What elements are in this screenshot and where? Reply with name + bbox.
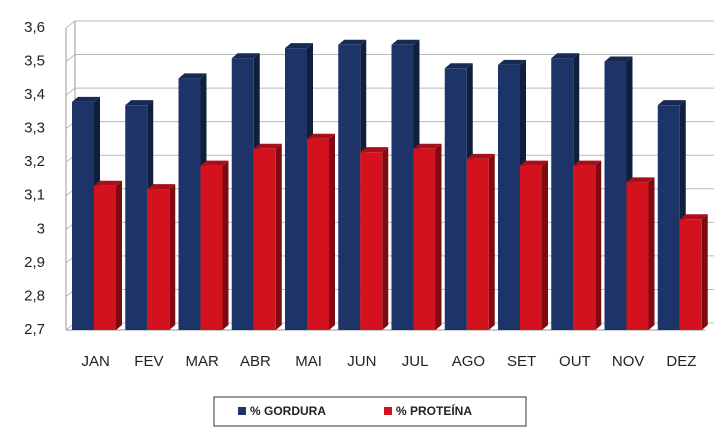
y-tick-label: 3,4 [24, 86, 45, 103]
bar [253, 148, 276, 330]
bar-top [498, 59, 526, 65]
bar [338, 44, 361, 331]
bar-side [382, 147, 389, 330]
bar [444, 68, 467, 331]
bar-top [413, 143, 442, 149]
y-tick-label: 3,5 [24, 53, 45, 70]
bar [466, 158, 489, 330]
bar [657, 105, 680, 330]
bar-side [329, 133, 335, 330]
bar [573, 165, 596, 330]
bar-top [573, 160, 602, 166]
y-tick-label: 3,6 [24, 19, 45, 36]
bar [551, 58, 574, 330]
bar-top [285, 43, 313, 49]
legend-label: % PROTEÍNA [396, 403, 472, 418]
bar-side [435, 143, 442, 330]
bar-top [466, 153, 495, 159]
x-tick-label: DEZ [666, 353, 696, 370]
bar-top [520, 160, 548, 166]
y-tick-label: 3,3 [24, 120, 45, 137]
x-tick-label: JAN [81, 353, 109, 370]
x-tick-label: MAR [185, 353, 219, 370]
y-tick-label: 3,2 [24, 153, 45, 170]
x-tick-label: AGO [452, 353, 485, 370]
bar [626, 182, 649, 330]
bar-top [94, 180, 122, 186]
bar-top [253, 143, 282, 149]
bar-top [231, 53, 260, 59]
bar-top [360, 147, 389, 153]
x-tick-label: NOV [612, 353, 645, 370]
x-tick-label: SET [507, 353, 536, 370]
legend-swatch [384, 407, 392, 415]
bar [360, 152, 383, 330]
bar [391, 44, 414, 331]
bar-top [200, 160, 229, 166]
bar [520, 165, 542, 330]
bar-side [701, 214, 708, 330]
bar-top [391, 39, 420, 45]
x-tick-label: OUT [559, 353, 591, 370]
bar-side [542, 160, 548, 330]
bar-top [72, 96, 100, 102]
bar-top [147, 184, 176, 190]
bar-side [648, 177, 655, 330]
bar-side [595, 160, 602, 330]
bar-top [551, 53, 580, 59]
bar [178, 78, 201, 330]
y-tick-label: 2,8 [24, 287, 45, 304]
bar-side [169, 184, 176, 330]
bar [147, 189, 170, 330]
x-tick-label: JUL [402, 353, 429, 370]
x-tick-label: FEV [134, 353, 163, 370]
bar-side [275, 143, 282, 330]
x-tick-label: JUN [347, 353, 376, 370]
bar-top [444, 63, 473, 69]
bar-side [222, 160, 229, 330]
y-tick-label: 3,1 [24, 187, 45, 204]
bar [307, 138, 329, 330]
y-tick-label: 3 [37, 220, 45, 237]
x-tick-label: MAI [295, 353, 322, 370]
x-tick-label: ABR [240, 353, 271, 370]
bar [285, 48, 307, 331]
bar [413, 148, 436, 330]
bar-side [488, 153, 495, 330]
legend-label: % GORDURA [250, 404, 326, 418]
bar [94, 185, 116, 330]
bar-top [307, 133, 335, 139]
legend-swatch [238, 407, 246, 415]
bar [498, 64, 520, 331]
bar [604, 61, 627, 331]
bars: JAN FEV MAR ABR MAI JUN JUL AGO SET OUT NOV DEZ [72, 39, 708, 370]
bar [72, 101, 94, 330]
bar-top [626, 177, 655, 183]
bar [125, 105, 148, 330]
y-tick-label: 2,9 [24, 254, 45, 271]
bar [200, 165, 223, 330]
grid-line [65, 20, 714, 29]
y-tick-label: 2,7 [24, 321, 45, 338]
bar-side [116, 180, 122, 330]
bar-top [338, 39, 367, 45]
bar-top [125, 100, 154, 106]
bar [679, 219, 702, 330]
bar [231, 58, 254, 330]
bar-top [679, 214, 708, 220]
legend-box [213, 396, 527, 427]
bar-top [604, 56, 633, 62]
bar-top [178, 73, 207, 79]
bar-top [657, 100, 686, 106]
legend: % GORDURA % PROTEÍNA [238, 403, 472, 418]
